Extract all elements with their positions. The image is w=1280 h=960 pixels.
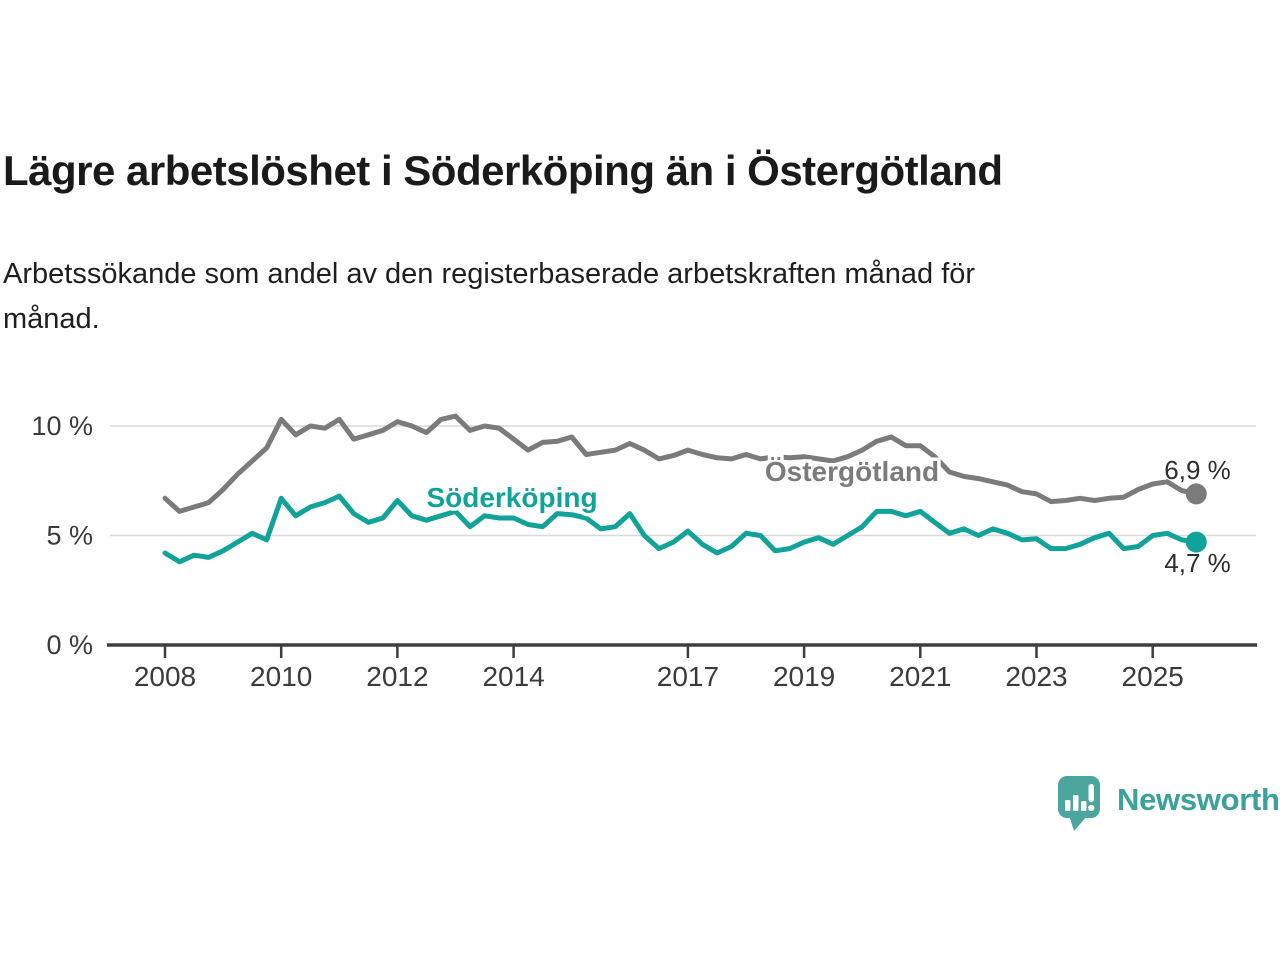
y-tick-label: 10 % — [31, 411, 93, 441]
Söderköping-line — [162, 493, 1199, 565]
unemployment-line-chart: 2008 2010 2012 2014 2017 2019 2021 2023 2025 0 % 5… — [31, 411, 1257, 692]
Östergötland-line — [162, 413, 1199, 514]
newsworthy-logo-icon — [1058, 776, 1100, 831]
Östergötland-end-value-label: 6,9 % — [1164, 455, 1231, 485]
subtitle-line-1: Arbetssökande som andel av den registerb… — [3, 258, 976, 290]
Östergötland-series-label: Östergötland — [765, 456, 939, 487]
page-subtitle: Arbetssökande som andel av den registerb… — [3, 252, 1203, 342]
page-title: Lägre arbetslöshet i Söderköping än i Ös… — [3, 147, 1003, 194]
x-tick-label: 2008 — [134, 661, 196, 692]
y-tick-label: 5 % — [46, 521, 93, 551]
x-tick-label: 2014 — [482, 661, 544, 692]
x-tick-label: 2012 — [366, 661, 428, 692]
x-tick-label: 2019 — [773, 661, 835, 692]
Östergötland-end-dot — [1185, 483, 1207, 505]
y-tick-label: 0 % — [46, 630, 93, 660]
newsworthy-wordmark: Newsworthy — [1117, 782, 1280, 817]
Söderköping-end-dot — [1185, 531, 1207, 553]
Söderköping-series-label: Söderköping — [426, 482, 597, 513]
x-tick-label: 2017 — [657, 661, 719, 692]
x-tick-label: 2021 — [889, 661, 951, 692]
x-tick-label: 2010 — [250, 661, 312, 692]
x-tick-label: 2025 — [1122, 661, 1184, 692]
x-tick-label: 2023 — [1005, 661, 1067, 692]
Söderköping-end-value-label: 4,7 % — [1164, 548, 1231, 578]
newsworthy-logo: Newsworthy — [1057, 775, 1280, 832]
subtitle-line-2: månad. — [3, 302, 100, 335]
